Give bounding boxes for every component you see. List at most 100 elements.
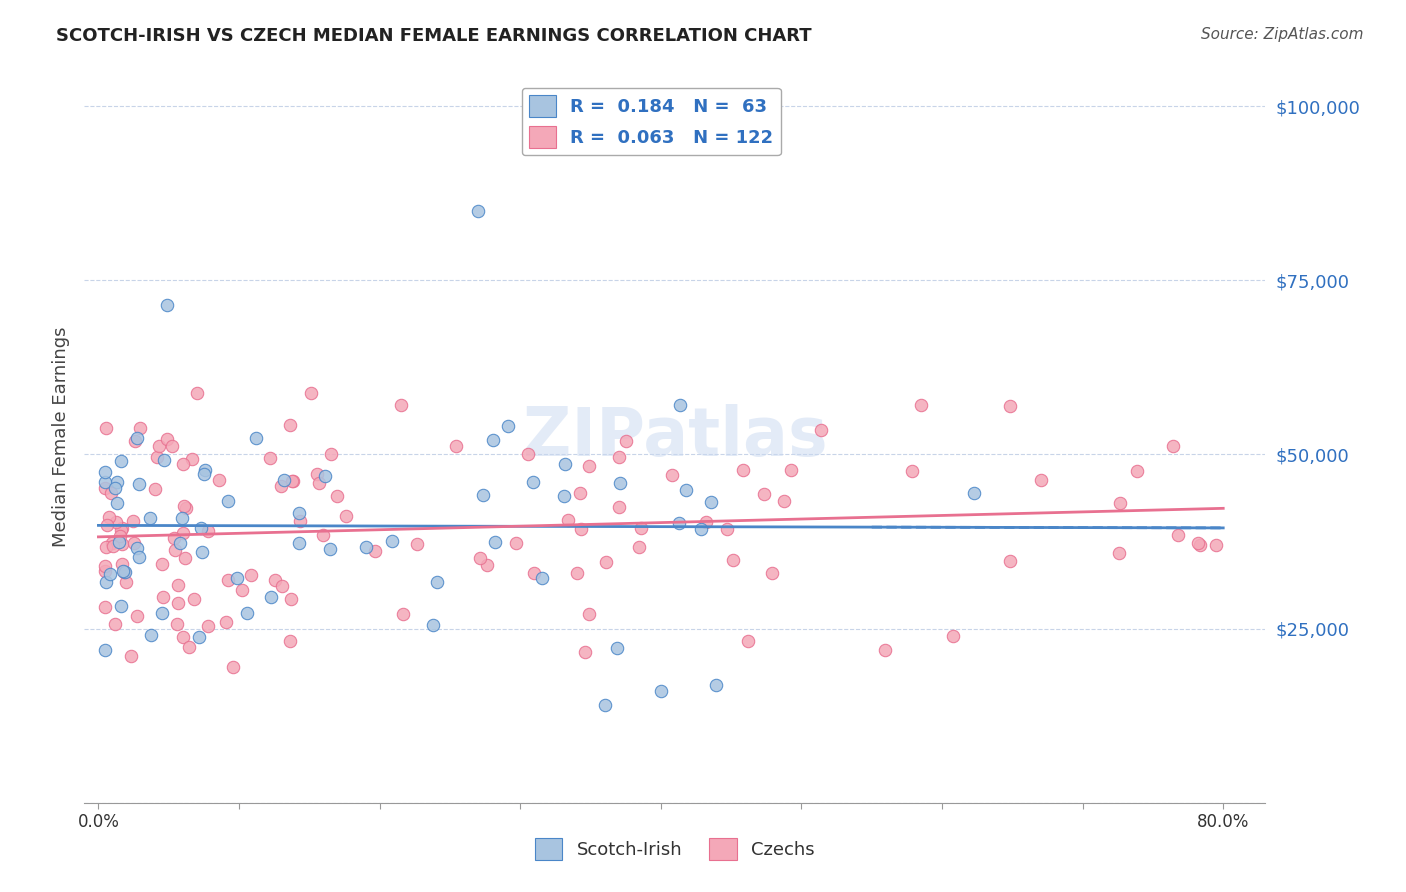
Point: [108, 535, 131, 549]
Point: [1109, 496, 1132, 510]
Point: [406, 537, 429, 551]
Point: [609, 475, 631, 490]
Point: [217, 574, 239, 588]
Point: [94, 574, 117, 589]
Point: [650, 684, 672, 698]
Point: [363, 544, 385, 558]
Point: [578, 607, 600, 622]
Point: [1188, 538, 1211, 552]
Point: [104, 515, 127, 529]
Point: [94, 558, 117, 573]
Point: [731, 462, 754, 476]
Point: [273, 473, 295, 487]
Point: [690, 522, 713, 536]
Point: [222, 660, 245, 674]
Point: [150, 606, 173, 620]
Point: [193, 467, 215, 482]
Point: [446, 439, 468, 453]
Point: [141, 628, 163, 642]
Point: [721, 553, 744, 567]
Point: [226, 571, 249, 585]
Point: [288, 514, 311, 528]
Point: [737, 634, 759, 648]
Point: [761, 566, 783, 580]
Point: [186, 385, 208, 400]
Point: [94, 465, 117, 479]
Point: [312, 528, 335, 542]
Point: [156, 432, 179, 446]
Point: [217, 493, 239, 508]
Point: [239, 567, 262, 582]
Point: [127, 609, 149, 624]
Point: [100, 485, 122, 500]
Point: [356, 540, 378, 554]
Point: [103, 539, 125, 553]
Point: [614, 434, 637, 448]
Point: [475, 558, 498, 572]
Point: [111, 558, 134, 572]
Point: [271, 579, 294, 593]
Point: [335, 509, 357, 524]
Point: [565, 566, 588, 580]
Point: [172, 457, 194, 471]
Point: [628, 540, 651, 554]
Point: [942, 629, 965, 643]
Point: [167, 578, 190, 592]
Point: [470, 550, 492, 565]
Point: [163, 531, 186, 545]
Point: [96, 517, 118, 532]
Point: [139, 510, 162, 524]
Point: [156, 298, 179, 312]
Point: [103, 617, 125, 632]
Point: [150, 558, 173, 572]
Point: [190, 521, 212, 535]
Point: [900, 464, 922, 478]
Point: [179, 640, 201, 655]
Point: [148, 439, 170, 453]
Point: [208, 473, 231, 487]
Point: [235, 606, 257, 620]
Legend: Scotch-Irish, Czechs: Scotch-Irish, Czechs: [529, 830, 821, 867]
Point: [522, 475, 544, 489]
Point: [314, 469, 336, 483]
Point: [166, 596, 188, 610]
Point: [1187, 536, 1209, 550]
Point: [873, 642, 896, 657]
Point: [1126, 464, 1149, 478]
Point: [752, 487, 775, 501]
Point: [780, 462, 803, 476]
Point: [505, 535, 527, 549]
Point: [110, 454, 132, 468]
Point: [120, 649, 142, 664]
Point: [94, 642, 117, 657]
Point: [392, 607, 415, 621]
Point: [94, 420, 117, 434]
Point: [197, 524, 219, 539]
Point: [557, 513, 579, 527]
Point: [166, 617, 188, 632]
Point: [152, 452, 174, 467]
Point: [188, 630, 211, 644]
Point: [104, 482, 127, 496]
Point: [280, 634, 302, 648]
Point: [160, 440, 183, 454]
Point: [963, 485, 986, 500]
Point: [127, 431, 149, 445]
Point: [112, 566, 135, 580]
Point: [191, 545, 214, 559]
Point: [700, 494, 723, 508]
Point: [389, 398, 412, 412]
Point: [606, 641, 628, 656]
Point: [183, 591, 205, 606]
Point: [426, 574, 449, 589]
Point: [1108, 545, 1130, 559]
Point: [531, 571, 554, 585]
Point: [668, 516, 690, 530]
Point: [381, 534, 404, 549]
Point: [260, 590, 283, 604]
Point: [716, 522, 738, 536]
Point: [481, 433, 503, 447]
Point: [128, 421, 150, 435]
Point: [704, 678, 727, 692]
Point: [98, 566, 121, 581]
